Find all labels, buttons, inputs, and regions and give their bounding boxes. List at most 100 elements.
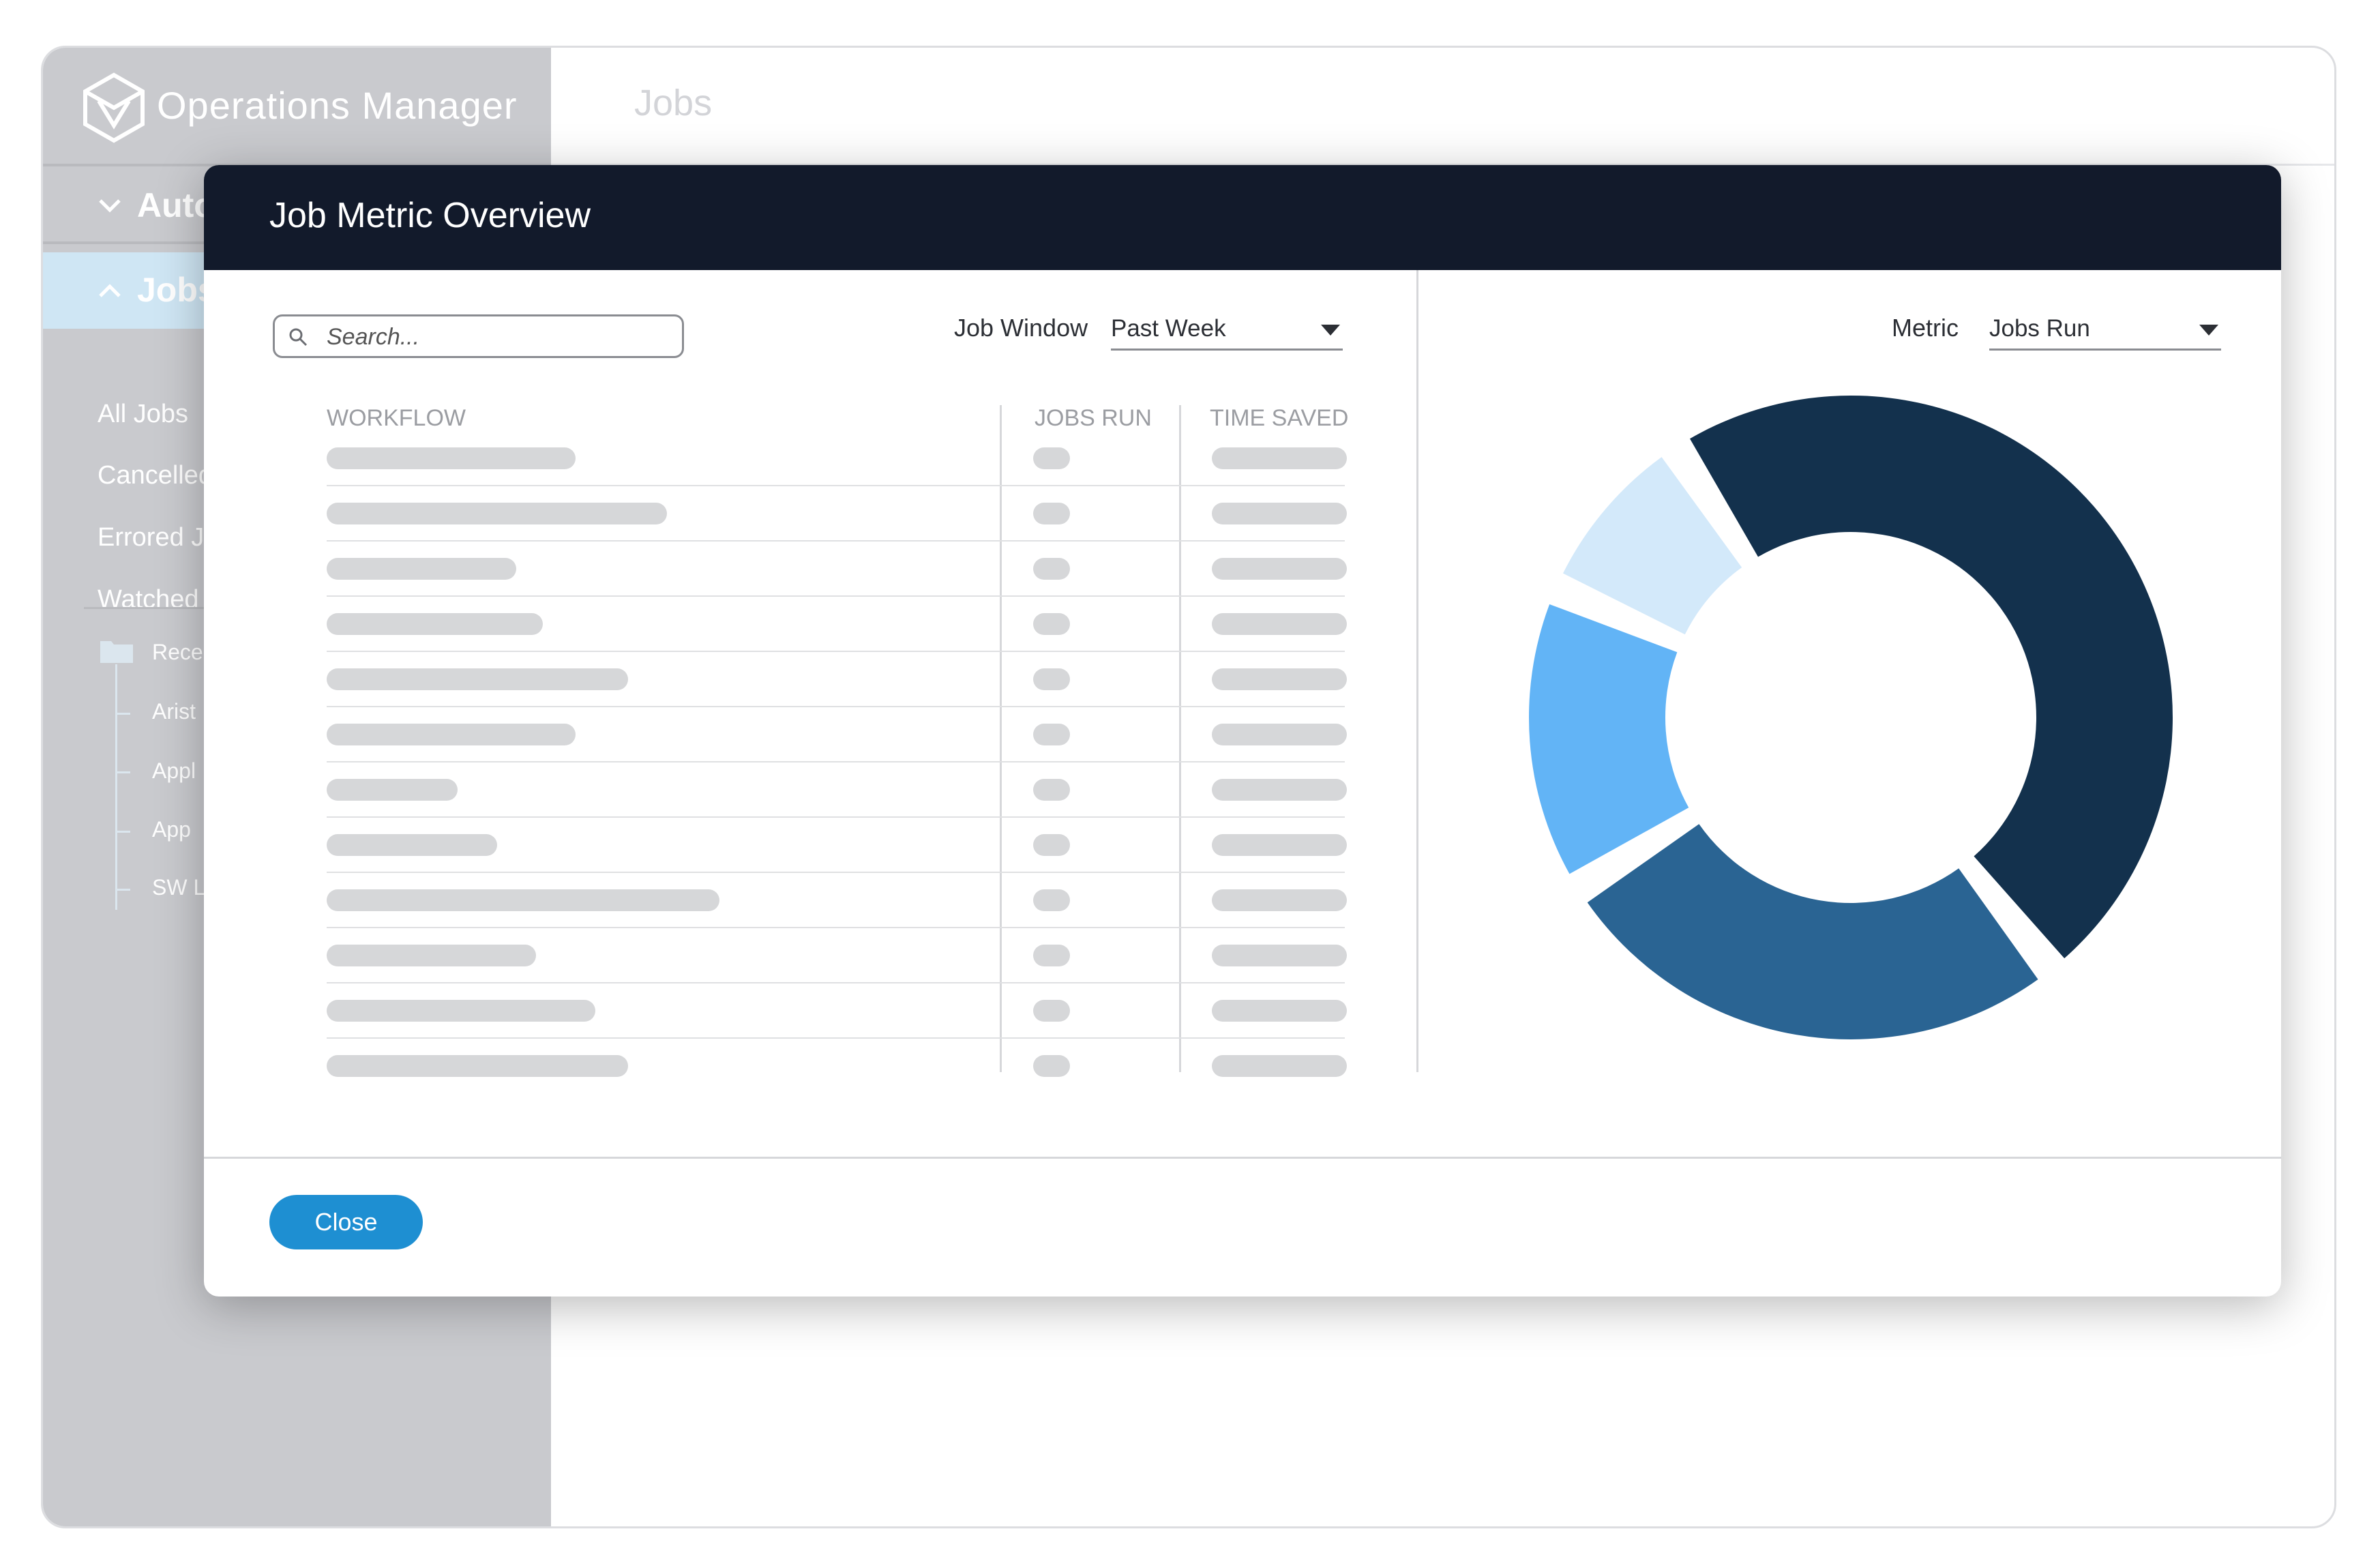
column-divider	[1000, 405, 1002, 1072]
chevron-down-icon	[99, 199, 121, 213]
job-window-value: Past Week	[1111, 315, 1226, 342]
time-saved-placeholder	[1212, 1000, 1347, 1022]
modal-title: Job Metric Overview	[269, 196, 591, 235]
tree-tick	[115, 713, 130, 715]
tree-tick	[115, 771, 130, 773]
modal-header: Job Metric Overview	[204, 165, 2281, 270]
folder-icon	[100, 641, 133, 663]
time-saved-placeholder	[1212, 613, 1347, 635]
time-saved-placeholder	[1212, 447, 1347, 469]
workflow-name-placeholder	[327, 447, 576, 469]
time-saved-placeholder	[1212, 1055, 1347, 1077]
job-window-select[interactable]: Past Week	[1111, 310, 1343, 351]
search-input[interactable]	[325, 321, 669, 353]
donut-slice-4[interactable]	[1562, 457, 1742, 635]
jobs-run-placeholder	[1033, 834, 1070, 856]
metric-label: Metric	[1892, 314, 1959, 342]
workflow-name-placeholder	[327, 613, 543, 635]
column-header-time-saved[interactable]: TIME SAVED	[1210, 405, 1349, 431]
workflow-name-placeholder	[327, 668, 628, 690]
jobs-run-placeholder	[1033, 613, 1070, 635]
footer-divider	[204, 1157, 2281, 1159]
tree-folder-label[interactable]: Rece	[152, 640, 203, 664]
tree-tick	[115, 889, 130, 891]
tree-tick	[115, 831, 130, 833]
caret-down-icon	[2199, 325, 2218, 336]
nav-link-all-jobs[interactable]: All Jobs	[98, 400, 189, 428]
time-saved-placeholder	[1212, 779, 1347, 801]
page-title: Jobs	[634, 83, 713, 123]
nav-link-watched[interactable]: Watched	[98, 585, 199, 614]
donut-chart	[1529, 396, 2173, 1039]
page-header: Jobs	[551, 48, 2334, 166]
tree-item[interactable]: SW L	[152, 875, 206, 900]
workflow-name-placeholder	[327, 889, 719, 911]
nav-link-errored[interactable]: Errored J	[98, 523, 205, 552]
workflow-table	[327, 431, 1347, 1093]
jobs-run-placeholder	[1033, 1000, 1070, 1022]
table-row[interactable]	[327, 983, 1347, 1039]
table-row[interactable]	[327, 597, 1347, 652]
logo-icon	[83, 72, 145, 143]
workflow-name-placeholder	[327, 945, 536, 966]
workflow-name-placeholder	[327, 1055, 628, 1077]
column-header-workflow[interactable]: WORKFLOW	[327, 405, 466, 431]
time-saved-placeholder	[1212, 558, 1347, 580]
search-icon	[289, 328, 308, 346]
nav-link-cancelled[interactable]: Cancelled	[98, 461, 213, 490]
donut-slice-1[interactable]	[1690, 396, 2173, 959]
jobs-run-placeholder	[1033, 668, 1070, 690]
time-saved-placeholder	[1212, 945, 1347, 966]
time-saved-placeholder	[1212, 724, 1347, 745]
panel-divider	[1416, 270, 1418, 1072]
workflow-name-placeholder	[327, 1000, 595, 1022]
jobs-run-placeholder	[1033, 889, 1070, 911]
table-row[interactable]	[327, 873, 1347, 928]
jobs-run-placeholder	[1033, 558, 1070, 580]
table-row[interactable]	[327, 818, 1347, 873]
tree-item[interactable]: Appl	[152, 758, 196, 783]
donut-slice-3[interactable]	[1529, 604, 1689, 874]
table-row[interactable]	[327, 1039, 1347, 1093]
workflow-name-placeholder	[327, 779, 458, 801]
chevron-up-icon	[99, 284, 121, 297]
jobs-run-placeholder	[1033, 447, 1070, 469]
app-name: Operations Manager	[157, 84, 518, 127]
tree-item[interactable]: App	[152, 817, 191, 842]
workflow-name-placeholder	[327, 558, 516, 580]
jobs-run-placeholder	[1033, 1055, 1070, 1077]
close-button[interactable]: Close	[269, 1195, 423, 1249]
table-row[interactable]	[327, 762, 1347, 818]
column-header-jobs-run[interactable]: JOBS RUN	[1035, 405, 1152, 431]
nav-group-label: Jobs	[137, 271, 217, 309]
jobs-run-placeholder	[1033, 503, 1070, 524]
column-divider	[1179, 405, 1181, 1072]
table-row[interactable]	[327, 707, 1347, 762]
caret-down-icon	[1321, 325, 1340, 336]
table-row[interactable]	[327, 928, 1347, 983]
nav-group-label: Auto	[137, 186, 215, 224]
donut-slice-2[interactable]	[1587, 824, 2038, 1039]
job-window-label: Job Window	[954, 314, 1088, 342]
table-row[interactable]	[327, 431, 1347, 486]
search-box[interactable]	[273, 314, 684, 358]
tree-line	[115, 664, 117, 910]
workflow-name-placeholder	[327, 503, 667, 524]
jobs-run-placeholder	[1033, 779, 1070, 801]
job-metric-modal: Job Metric Overview Job Window Past Week…	[204, 165, 2281, 1297]
time-saved-placeholder	[1212, 834, 1347, 856]
time-saved-placeholder	[1212, 503, 1347, 524]
brand: Operations Manager	[43, 48, 551, 166]
table-row[interactable]	[327, 652, 1347, 707]
table-row[interactable]	[327, 542, 1347, 597]
jobs-run-placeholder	[1033, 945, 1070, 966]
workflow-name-placeholder	[327, 834, 497, 856]
metric-select[interactable]: Jobs Run	[1989, 310, 2221, 351]
table-row[interactable]	[327, 486, 1347, 542]
tree-item[interactable]: Arist	[152, 699, 196, 724]
time-saved-placeholder	[1212, 889, 1347, 911]
workflow-name-placeholder	[327, 724, 576, 745]
time-saved-placeholder	[1212, 668, 1347, 690]
jobs-run-placeholder	[1033, 724, 1070, 745]
metric-value: Jobs Run	[1989, 315, 2090, 342]
